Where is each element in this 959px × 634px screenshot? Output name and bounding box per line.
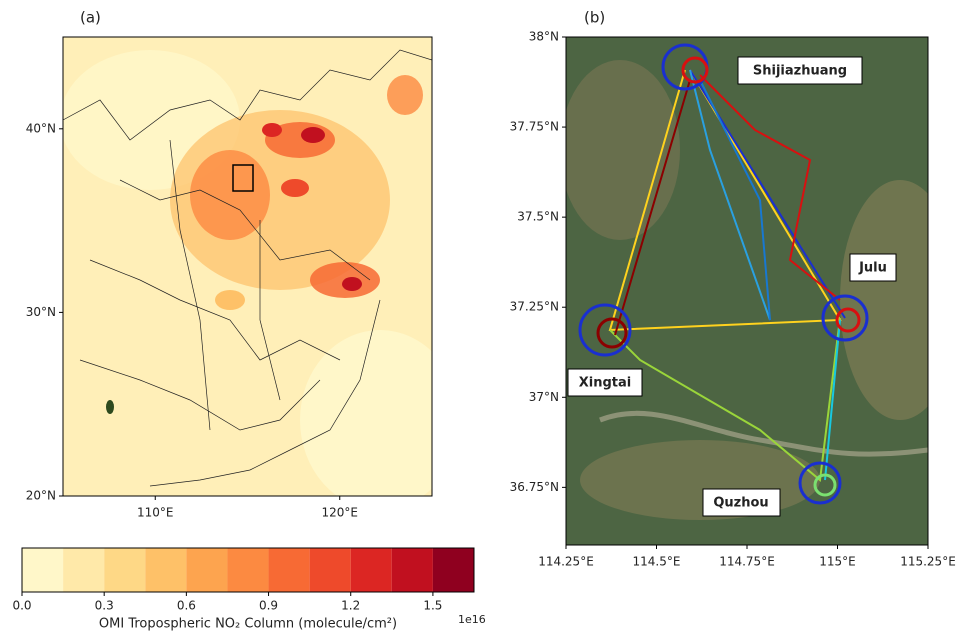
colorbar-bin [104,548,145,592]
y-tick-label: 40°N [26,121,56,135]
colorbar-bin [22,548,63,592]
place-label: Shijiazhuang [753,64,847,79]
colorbar-tick-label: 0.3 [95,599,114,613]
colorbar-tick-label: 0.9 [259,599,278,613]
colorbar-label: OMI Tropospheric NO₂ Column (molecule/cm… [99,617,397,632]
y-tick-label: 30°N [26,305,56,319]
colorbar-bin [351,548,392,592]
colorbar-bin [227,548,268,592]
panel-label: (b) [584,9,605,27]
figure: (a) (b) [0,0,959,634]
x-tick-label: 115.25°E [900,555,956,569]
x-tick-label: 114.25°E [538,555,594,569]
y-tick-label: 20°N [26,489,56,503]
colorbar-bin [433,548,474,592]
x-tick-label: 110°E [137,506,174,520]
x-tick-label: 114.75°E [719,555,775,569]
x-tick-label: 114.5°E [633,555,681,569]
colorbar-exponent: 1e16 [458,613,486,626]
place-label: Xingtai [579,376,631,391]
x-tick-label: 120°E [322,506,359,520]
colorbar-bin [310,548,351,592]
place-label: Quzhou [713,496,768,511]
colorbar-tick-label: 0.0 [12,599,31,613]
colorbar-bin [63,548,104,592]
satellite-map [560,37,959,545]
y-tick-label: 36.75°N [510,480,559,494]
panel-label: (a) [80,9,101,27]
no2-map [60,37,460,510]
x-tick-label: 115°E [819,555,856,569]
colorbar-bin [145,548,186,592]
y-tick-label: 37°N [529,390,559,404]
colorbar-bin [269,548,310,592]
colorbar-tick-label: 1.2 [341,599,360,613]
y-tick-label: 38°N [529,30,559,44]
y-tick-label: 37.5°N [517,210,559,224]
colorbar-bin [392,548,433,592]
y-tick-label: 37.25°N [510,300,559,314]
place-label: Julu [858,261,887,276]
colorbar-tick-label: 1.5 [423,599,442,613]
y-tick-label: 37.75°N [510,120,559,134]
colorbar-bin [186,548,227,592]
colorbar-tick-label: 0.6 [177,599,196,613]
